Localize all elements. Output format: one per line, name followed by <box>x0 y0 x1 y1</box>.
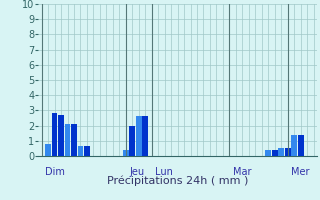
Bar <box>65 124 70 156</box>
Text: Mer: Mer <box>291 167 309 177</box>
Text: Mar: Mar <box>233 167 251 177</box>
Bar <box>84 146 90 156</box>
Bar <box>123 150 129 156</box>
Bar <box>136 116 142 156</box>
Bar <box>278 148 284 156</box>
Bar <box>58 115 64 156</box>
Bar <box>71 124 77 156</box>
Bar <box>52 113 58 156</box>
X-axis label: Précipitations 24h ( mm ): Précipitations 24h ( mm ) <box>107 175 248 186</box>
Bar <box>291 135 297 156</box>
Bar <box>265 150 271 156</box>
Bar <box>298 135 304 156</box>
Bar <box>142 116 148 156</box>
Bar <box>285 148 291 156</box>
Text: Jeu: Jeu <box>129 167 144 177</box>
Bar <box>45 144 51 156</box>
Bar <box>129 126 135 156</box>
Text: Dim: Dim <box>45 167 65 177</box>
Bar <box>272 150 278 156</box>
Text: Lun: Lun <box>155 167 173 177</box>
Bar <box>77 146 84 156</box>
